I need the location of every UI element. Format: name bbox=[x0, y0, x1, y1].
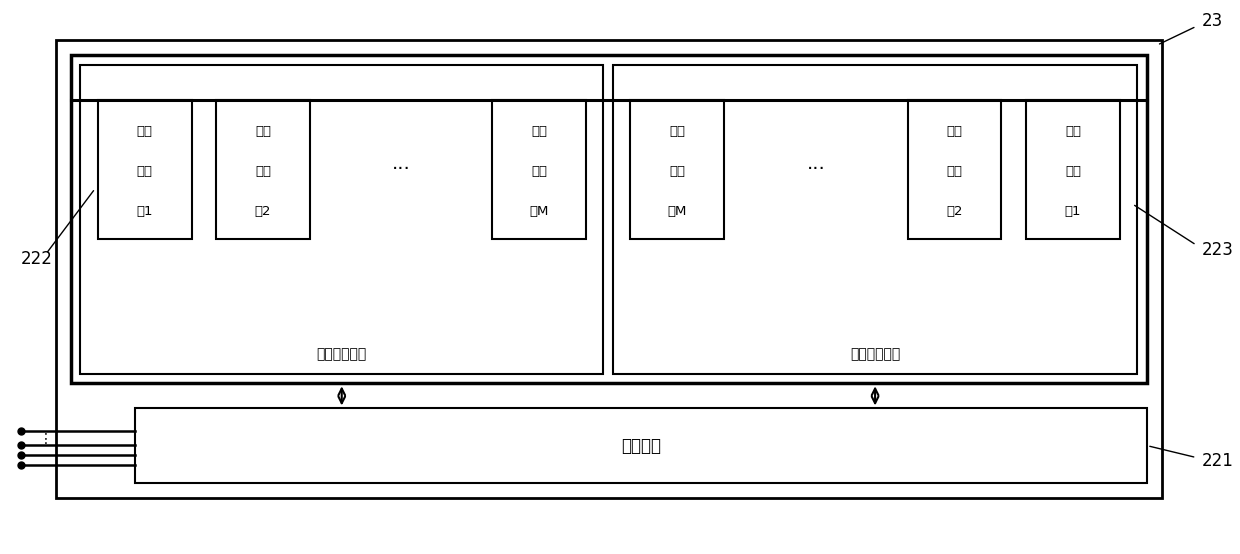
Text: 检测: 检测 bbox=[255, 165, 272, 178]
Text: 器M: 器M bbox=[529, 205, 548, 218]
Text: 第一: 第一 bbox=[531, 125, 547, 138]
Bar bbox=[135, 408, 1147, 483]
Text: 器1: 器1 bbox=[136, 205, 153, 218]
Text: 器1: 器1 bbox=[1065, 205, 1081, 218]
Bar bbox=[1027, 100, 1120, 239]
Bar bbox=[98, 100, 191, 239]
Text: ⋮: ⋮ bbox=[38, 432, 53, 446]
Bar bbox=[71, 55, 1147, 383]
Text: 调制: 调制 bbox=[1065, 165, 1081, 178]
Text: 器2: 器2 bbox=[255, 205, 272, 218]
Text: ···: ··· bbox=[392, 160, 410, 179]
Bar bbox=[492, 100, 585, 239]
Text: 221: 221 bbox=[1202, 452, 1234, 470]
Bar bbox=[613, 65, 1137, 373]
Text: 第一: 第一 bbox=[255, 125, 272, 138]
Bar bbox=[56, 40, 1162, 498]
Text: 器2: 器2 bbox=[946, 205, 962, 218]
Text: 器M: 器M bbox=[667, 205, 687, 218]
Text: 检测: 检测 bbox=[136, 165, 153, 178]
Text: 223: 223 bbox=[1202, 241, 1234, 259]
Text: 第一: 第一 bbox=[1065, 125, 1081, 138]
Bar bbox=[908, 100, 1002, 239]
Text: 调制: 调制 bbox=[946, 165, 962, 178]
Text: 第一接收单元: 第一接收单元 bbox=[316, 347, 367, 362]
Bar bbox=[216, 100, 310, 239]
Text: 处理单元: 处理单元 bbox=[621, 437, 661, 455]
Text: 调制: 调制 bbox=[670, 165, 686, 178]
Text: ···: ··· bbox=[806, 160, 825, 179]
Bar bbox=[630, 100, 724, 239]
Text: 第一发送单元: 第一发送单元 bbox=[849, 347, 900, 362]
Text: 第一: 第一 bbox=[946, 125, 962, 138]
Bar bbox=[81, 65, 603, 373]
Text: 第一: 第一 bbox=[136, 125, 153, 138]
Text: 222: 222 bbox=[21, 250, 53, 268]
Text: 检测: 检测 bbox=[531, 165, 547, 178]
Text: 23: 23 bbox=[1202, 12, 1223, 30]
Text: 第一: 第一 bbox=[670, 125, 686, 138]
